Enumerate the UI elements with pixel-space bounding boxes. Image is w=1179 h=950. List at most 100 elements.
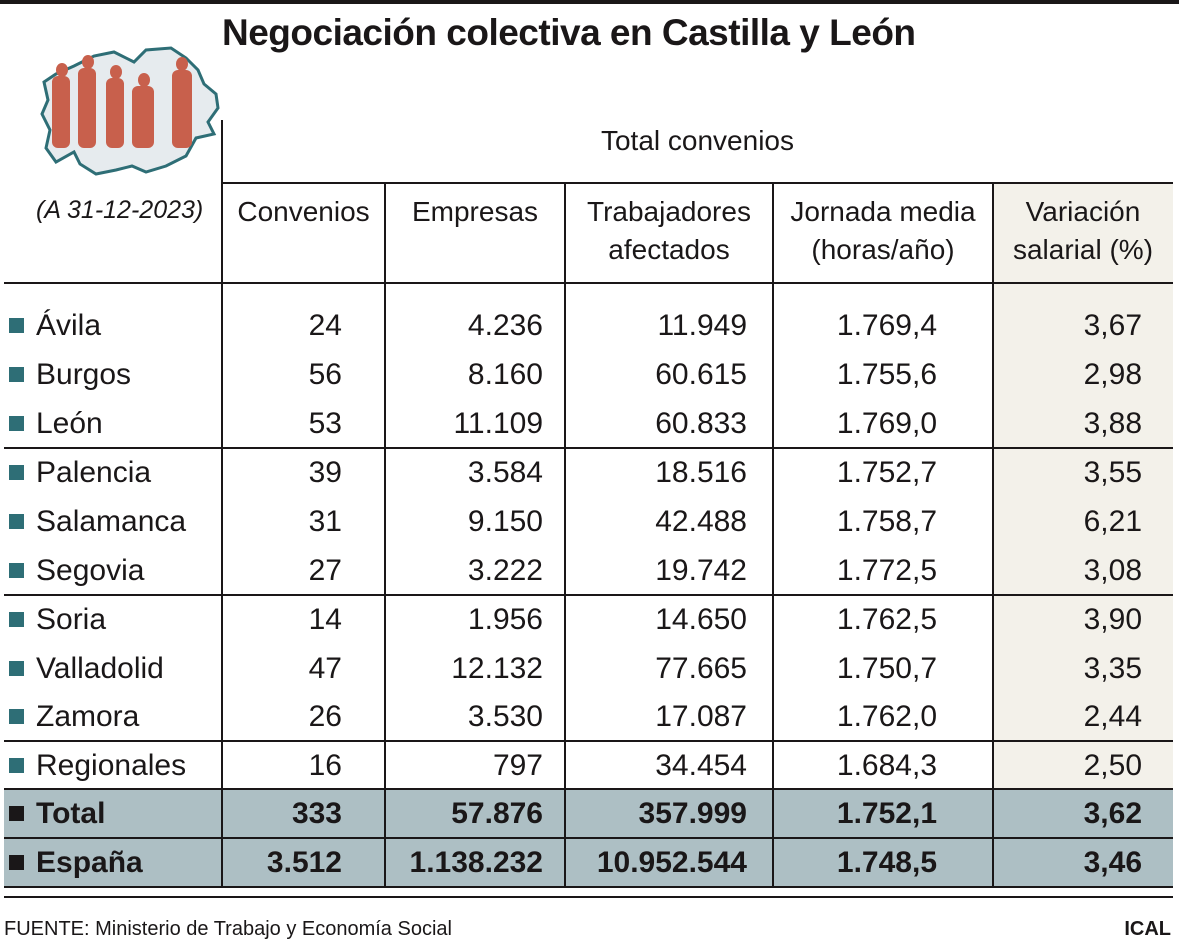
table-row: Regionales 16 797 34.454 1.684,3 2,50 <box>0 741 1179 790</box>
divider <box>564 183 566 887</box>
table-cell: 3,67 <box>1083 309 1142 342</box>
divider <box>4 740 1173 742</box>
column-header: Variación salarial (%) <box>993 193 1173 269</box>
table-cell: 14 <box>308 603 342 636</box>
table-cell: 1.762,0 <box>836 700 937 733</box>
table-cell: 1.772,5 <box>836 554 937 587</box>
column-header: Jornada media (horas/año) <box>773 193 993 269</box>
divider <box>4 447 1173 449</box>
table-cell: 2,50 <box>1083 749 1142 782</box>
date-note: (A 31-12-2023) <box>36 196 204 224</box>
table-cell: 333 <box>291 797 342 830</box>
row-label: León <box>36 407 103 440</box>
divider <box>222 182 1173 184</box>
column-header: Convenios <box>222 193 385 231</box>
table-cell: 3,08 <box>1083 554 1142 587</box>
divider <box>4 896 1173 898</box>
table-cell: 1.755,6 <box>836 358 937 391</box>
brand: ICAL <box>1124 918 1171 940</box>
table-cell: 1.752,7 <box>836 456 937 489</box>
bullet-square-icon <box>9 758 24 773</box>
table-row: Burgos 56 8.160 60.615 1.755,6 2,98 <box>0 350 1179 399</box>
table-cell: 1.769,4 <box>836 309 937 342</box>
column-header-line: Jornada media <box>790 196 976 227</box>
column-header: Trabajadores afectados <box>565 193 773 269</box>
row-label: Regionales <box>36 749 187 782</box>
table-cell: 18.516 <box>655 456 747 489</box>
column-header-line: salarial (%) <box>1012 234 1154 265</box>
table-cell: 31 <box>308 505 342 538</box>
table-cell: 3.512 <box>266 846 342 879</box>
table-cell: 6,21 <box>1083 505 1142 538</box>
bullet-square-icon <box>9 514 24 529</box>
table-cell: 19.742 <box>655 554 747 587</box>
table-cell: 34.454 <box>655 749 747 782</box>
bullet-square-icon <box>9 465 24 480</box>
table-row: Segovia 27 3.222 19.742 1.772,5 3,08 <box>0 546 1179 595</box>
table-cell: 2,98 <box>1083 358 1142 391</box>
castilla-leon-map-logo <box>40 46 220 176</box>
column-header-line: Variación <box>1025 196 1141 227</box>
divider <box>4 594 1173 596</box>
bullet-square-icon <box>9 709 24 724</box>
table-cell: 1.750,7 <box>836 652 937 685</box>
table-cell: 1.748,5 <box>836 846 937 879</box>
table-cell: 3,62 <box>1083 797 1142 830</box>
group-header: Total convenios <box>600 125 794 156</box>
table-cell: 1.762,5 <box>836 603 937 636</box>
table-cell: 3,55 <box>1083 456 1142 489</box>
table-cell: 3,88 <box>1083 407 1142 440</box>
people-silhouettes-icon <box>52 55 192 148</box>
table-cell: 39 <box>308 456 342 489</box>
divider <box>384 183 386 887</box>
row-label: Segovia <box>36 554 145 587</box>
table-cell: 1.684,3 <box>836 749 937 782</box>
bullet-square-icon <box>9 612 24 627</box>
column-header-line: Empresas <box>411 196 539 227</box>
row-label: Soria <box>36 603 107 636</box>
divider <box>992 183 994 887</box>
column-header-line: (horas/año) <box>811 234 955 265</box>
table-cell: 11.949 <box>657 309 747 342</box>
table-cell: 3,90 <box>1083 603 1142 636</box>
table-cell: 3.222 <box>467 554 543 587</box>
table-cell: 1.752,1 <box>836 797 937 830</box>
bullet-square-icon <box>9 416 24 431</box>
table-cell: 11.109 <box>453 407 543 440</box>
bullet-square-icon <box>9 563 24 578</box>
table-row: España 3.512 1.138.232 10.952.544 1.748,5 3,4… <box>0 838 1179 887</box>
divider <box>4 837 1173 839</box>
table-cell: 357.999 <box>638 797 747 830</box>
column-header: Empresas <box>385 193 565 231</box>
table-cell: 27 <box>308 554 342 587</box>
source-note: FUENTE: Ministerio de Trabajo y Economía… <box>4 918 452 940</box>
column-header-line: Trabajadores <box>587 196 751 227</box>
highlight-column-bg <box>994 183 1173 789</box>
table-cell: 3.584 <box>467 456 543 489</box>
table-cell: 1.956 <box>467 603 543 636</box>
table-cell: 77.665 <box>655 652 747 685</box>
row-label: Zamora <box>36 700 140 733</box>
bullet-square-icon <box>9 855 24 870</box>
table-cell: 56 <box>308 358 342 391</box>
table-cell: 8.160 <box>467 358 543 391</box>
table-cell: 4.236 <box>467 309 543 342</box>
table-cell: 12.132 <box>451 652 543 685</box>
row-label: Ávila <box>36 309 102 342</box>
bullet-square-icon <box>9 318 24 333</box>
table-row: Soria 14 1.956 14.650 1.762,5 3,90 <box>0 595 1179 644</box>
table-cell: 17.087 <box>655 700 747 733</box>
column-header-line: afectados <box>608 234 730 265</box>
table-cell: 42.488 <box>655 505 747 538</box>
table-cell: 1.758,7 <box>836 505 937 538</box>
table-cell: 24 <box>308 309 342 342</box>
row-label: Total <box>36 797 106 830</box>
column-header-line: Convenios <box>237 196 370 227</box>
row-label: Valladolid <box>36 652 164 685</box>
table-row: Salamanca 31 9.150 42.488 1.758,7 6,21 <box>0 497 1179 546</box>
row-label: Salamanca <box>36 505 187 538</box>
top-rule <box>0 0 1179 4</box>
table-cell: 9.150 <box>467 505 543 538</box>
row-label: Palencia <box>36 456 152 489</box>
divider <box>4 788 1173 790</box>
